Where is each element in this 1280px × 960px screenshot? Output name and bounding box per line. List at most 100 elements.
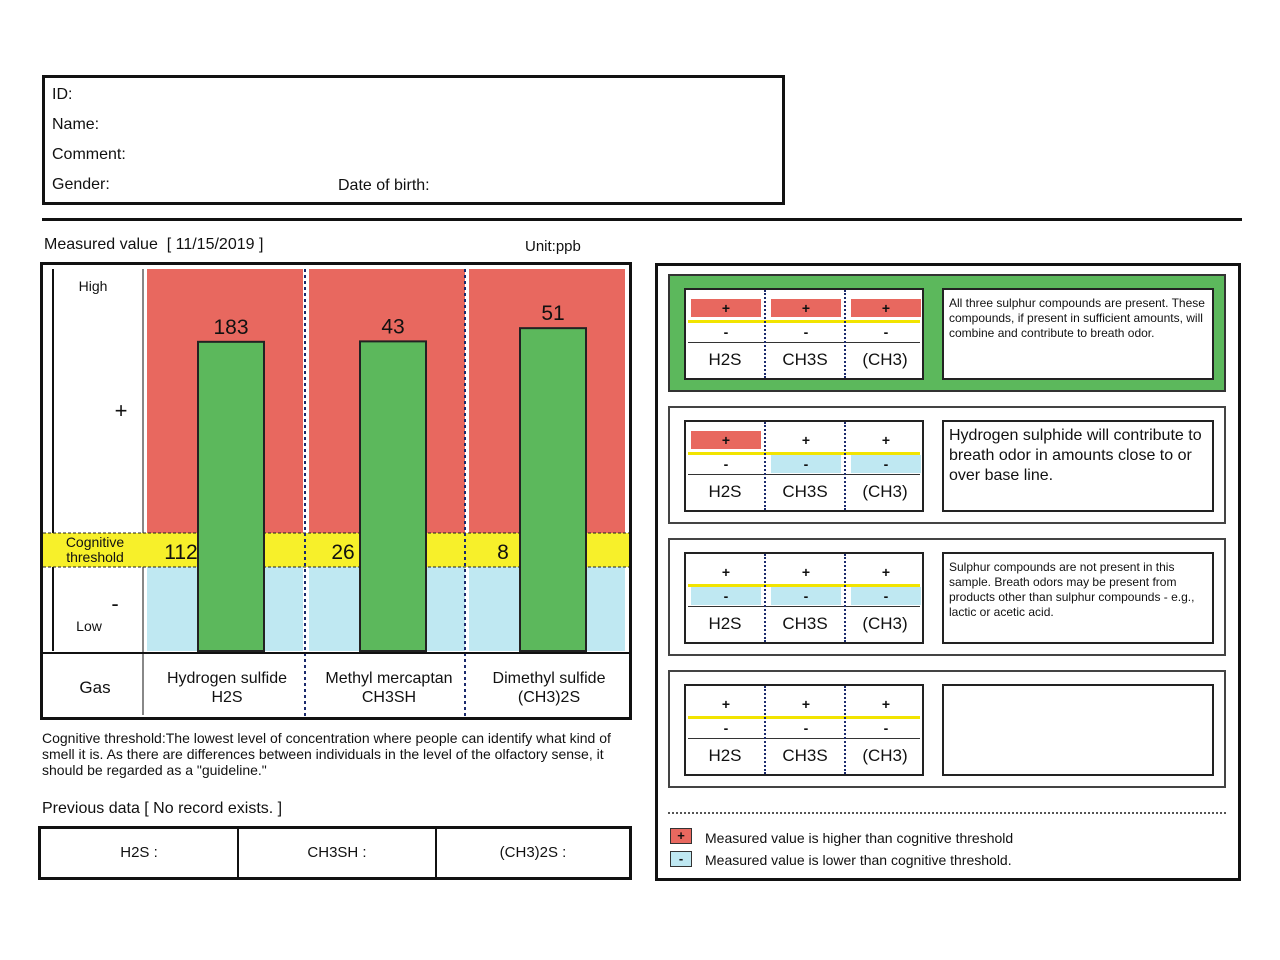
threshold-value-label: 26 [331, 541, 354, 564]
column-divider [764, 686, 766, 774]
minus-cell: - [771, 455, 841, 473]
pattern-grid: + - H2S + - CH3S + - (CH3) [684, 552, 924, 644]
pattern-grid: + - H2S + - CH3S + - (CH3) [684, 420, 924, 512]
plus-mark: + [881, 696, 891, 712]
column-divider [764, 554, 766, 642]
interpretation-case: + - H2S + - CH3S + - (CH3) Hydrogen sulphide will… [668, 406, 1226, 524]
minus-cell: - [851, 587, 921, 605]
gas-code-label: H2S [708, 350, 742, 369]
column-divider [764, 290, 766, 378]
minus-cell: - [851, 719, 921, 737]
row-divider [688, 606, 920, 607]
plus-cell: + [691, 563, 761, 581]
unit-label: Unit:ppb [525, 238, 581, 255]
interpretation-case: + - H2S + - CH3S + - (CH3) All three sulphur comp… [668, 274, 1226, 392]
gas-code-label: H2S [708, 614, 742, 633]
high-label: High [79, 278, 108, 294]
gas-code-label: CH3S [782, 350, 828, 369]
previous-data-label: Previous data [ No record exists. ] [42, 800, 283, 817]
name-label: Name: [52, 116, 100, 133]
case-description [942, 684, 1214, 776]
pattern-grid: + - H2S + - CH3S + - (CH3) [684, 684, 924, 776]
plus-cell: + [771, 431, 841, 449]
minus-mark: - [803, 324, 809, 340]
column-divider [844, 686, 846, 774]
minus-mark: - [803, 456, 809, 472]
interpretation-panel [655, 263, 1241, 881]
row-divider [688, 342, 920, 343]
patient-info-box: ID: Name: Comment: Gender: Date of birth… [42, 75, 785, 205]
gas-code-label: CH3S [782, 746, 828, 765]
gas-code-label: H2S [708, 746, 742, 765]
plus-legend-swatch: + [670, 828, 692, 844]
column-divider [764, 422, 766, 510]
case-description: Sulphur compounds are not present in thi… [942, 552, 1214, 644]
cognitive-threshold-label: threshold [66, 549, 124, 565]
pattern-grid: + - H2S + - CH3S + - (CH3) [684, 288, 924, 380]
plus-cell: + [691, 695, 761, 713]
gas-code-label: (CH3) [862, 746, 908, 765]
plus-label: + [115, 398, 128, 423]
case-description: All three sulphur compounds are present.… [942, 288, 1214, 380]
minus-mark: - [723, 588, 729, 604]
plus-mark: + [801, 300, 811, 316]
minus-mark: - [883, 720, 889, 736]
plus-mark: + [721, 432, 731, 448]
plus-cell: + [851, 299, 921, 317]
threshold-value-label: 112 [164, 541, 197, 564]
minus-cell: - [691, 455, 761, 473]
column-divider [844, 422, 846, 510]
measured-date: [ 11/15/2019 ] [166, 236, 264, 253]
bar-value-label: 183 [213, 316, 248, 339]
category-name-label: Dimethyl sulfide [493, 670, 606, 687]
bar-value-label: 51 [541, 302, 564, 325]
row-divider [688, 738, 920, 739]
plus-mark: + [801, 696, 811, 712]
threshold-line [688, 716, 920, 719]
case-description: Hydrogen sulphide will contribute to bre… [942, 420, 1214, 512]
plus-cell: + [851, 431, 921, 449]
category-code-label: H2S [211, 689, 242, 706]
minus-cell: - [691, 323, 761, 341]
plus-mark: + [881, 564, 891, 580]
measurement-chart: 183 112 43 26 51 8 High + - Low Cognitive threshold… [40, 262, 632, 720]
category-code-label: CH3SH [362, 689, 416, 706]
minus-mark: - [883, 588, 889, 604]
minus-mark: - [883, 324, 889, 340]
minus-cell: - [771, 323, 841, 341]
plus-cell: + [771, 299, 841, 317]
minus-mark: - [883, 456, 889, 472]
minus-mark: - [803, 720, 809, 736]
comment-label: Comment: [52, 146, 126, 163]
section-divider [42, 218, 1242, 221]
table-divider [435, 829, 437, 877]
minus-legend-text: Measured value is lower than cognitive t… [705, 852, 1012, 868]
measured-value-bar [519, 327, 587, 652]
minus-mark: - [723, 720, 729, 736]
gender-label: Gender: [52, 176, 110, 193]
low-label: Low [76, 618, 103, 634]
measured-value-bar [197, 340, 265, 652]
threshold-value-label: 8 [497, 541, 509, 564]
measured-value-bar [359, 340, 427, 652]
gas-code-label: CH3S [782, 482, 828, 501]
id-label: ID: [52, 86, 73, 103]
measured-label: Measured value [ 11/15/2019 ] [44, 236, 264, 253]
plus-legend-text: Measured value is higher than cognitive … [705, 830, 1014, 846]
gas-code-label: CH3S [782, 614, 828, 633]
row-divider [688, 474, 920, 475]
plus-mark: + [801, 564, 811, 580]
threshold-line [688, 584, 920, 587]
plus-mark: + [721, 564, 731, 580]
gas-code-label: (CH3) [862, 350, 908, 369]
plus-mark: + [881, 432, 891, 448]
table-divider [237, 829, 239, 877]
gas-header-label: Gas [79, 678, 110, 697]
minus-cell: - [771, 587, 841, 605]
plus-cell: + [771, 563, 841, 581]
cognitive-threshold-label: Cognitive [66, 534, 125, 550]
minus-legend-swatch: - [670, 851, 692, 867]
dob-label: Date of birth: [338, 177, 430, 194]
minus-mark: - [723, 456, 729, 472]
plus-cell: + [851, 563, 921, 581]
